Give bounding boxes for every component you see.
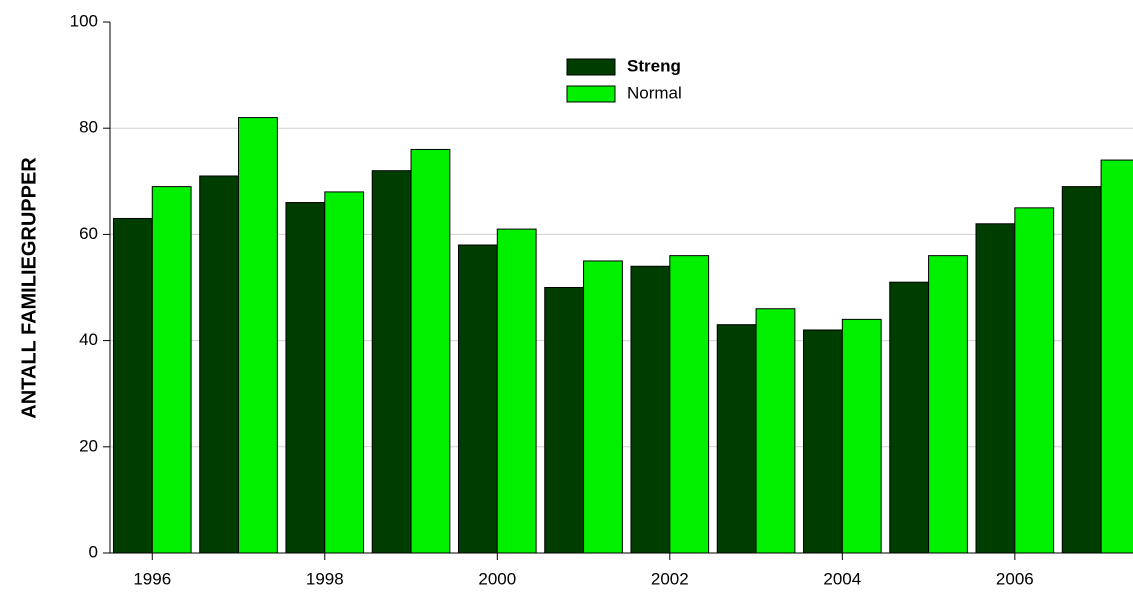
bar — [410, 148, 451, 554]
x-tick-label: 2000 — [478, 569, 516, 588]
y-tick-label: 80 — [79, 118, 98, 137]
bar — [841, 318, 882, 554]
legend-label: Normal — [627, 83, 682, 102]
bar — [889, 281, 930, 554]
x-tick-label: 2004 — [823, 569, 861, 588]
y-tick-label: 40 — [79, 330, 98, 349]
bar — [1061, 186, 1102, 554]
bar — [630, 265, 671, 554]
x-tick-label: 2006 — [996, 569, 1034, 588]
y-tick-label: 20 — [79, 436, 98, 455]
bar — [496, 228, 537, 554]
bar — [112, 217, 153, 554]
bar — [583, 260, 623, 554]
x-tick-label: 1998 — [306, 569, 344, 588]
bar — [669, 255, 710, 554]
bar — [1014, 207, 1055, 554]
bar — [755, 308, 796, 554]
bar — [544, 287, 585, 554]
bar — [324, 191, 365, 554]
bar — [803, 329, 843, 554]
bar — [716, 324, 757, 554]
bar — [928, 255, 968, 554]
legend-swatch — [566, 85, 616, 103]
bar — [285, 202, 326, 554]
bar — [199, 175, 240, 554]
legend-swatch — [566, 58, 616, 76]
bar — [371, 170, 412, 554]
bar — [1100, 159, 1133, 554]
y-tick-label: 0 — [89, 542, 98, 561]
bar — [151, 186, 192, 554]
x-tick-label: 1996 — [133, 569, 171, 588]
y-tick-label: 100 — [70, 11, 98, 30]
x-tick-label: 2002 — [651, 569, 689, 588]
y-tick-label: 60 — [79, 224, 98, 243]
bar — [975, 223, 1016, 554]
bar — [238, 117, 278, 554]
bar — [457, 244, 498, 554]
legend-label: Streng — [627, 56, 681, 75]
y-axis-label: ANTALL FAMILIEGRUPPER — [18, 157, 40, 419]
